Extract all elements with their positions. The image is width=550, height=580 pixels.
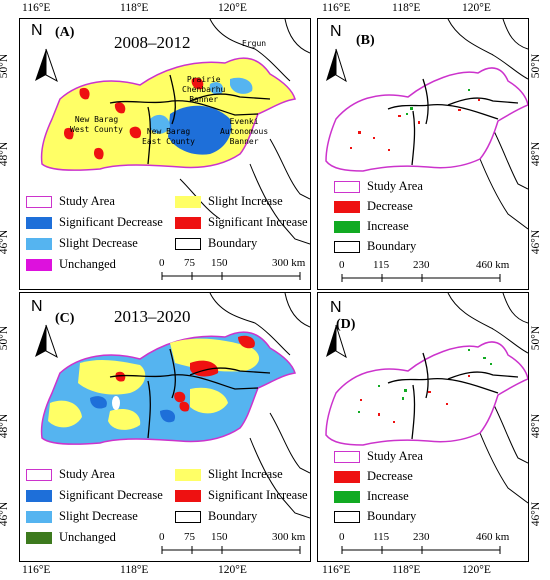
legend-increase-d: Increase <box>334 489 409 504</box>
scale-label-300-a: 300 km <box>272 257 306 269</box>
lat-tick-50-b: 50°N <box>530 53 543 79</box>
lat-tick-48-c: 48°N <box>0 413 11 439</box>
scale-label-230-b: 230 <box>413 259 430 271</box>
panel-a: N (A) 2008–2012 Ergun Prairie Chenbarhu … <box>19 18 311 290</box>
panel-c: N (C) 2013–2020 Study Area Slight Increa… <box>19 292 311 562</box>
legend-unchanged-a: Unchanged <box>26 257 116 272</box>
scale-label-0-a: 0 <box>159 257 165 269</box>
scale-label-230-d: 230 <box>413 531 430 543</box>
legend-study-area-b: Study Area <box>334 179 423 194</box>
panel-label-b: (B) <box>356 33 375 48</box>
panel-label-a: (A) <box>55 25 75 40</box>
legend-sig-increase-c: Significant Increase <box>175 488 308 503</box>
lon-tick-120-bottom-c: 120°E <box>218 564 247 576</box>
legend-decrease-d: Decrease <box>334 469 413 484</box>
place-ergun-a: Ergun <box>242 39 267 48</box>
lon-tick-120-bottom-d: 120°E <box>462 564 491 576</box>
lon-tick-116-bottom-d: 116°E <box>322 564 351 576</box>
legend-increase-b: Increase <box>334 219 409 234</box>
lon-tick-120-top-a: 120°E <box>218 2 247 14</box>
panel-label-c: (C) <box>55 311 75 326</box>
legend-slight-decrease-c: Slight Decrease <box>26 509 138 524</box>
outer-boundary-a4 <box>249 163 310 245</box>
legend-sig-decrease-a: Significant Decrease <box>26 215 163 230</box>
place-new-barag-west-a: New Barag West County <box>70 115 123 134</box>
legend-sig-increase-a: Significant Increase <box>175 215 308 230</box>
lat-tick-48-a: 48°N <box>0 141 11 167</box>
lat-tick-46-a: 46°N <box>0 229 11 255</box>
lat-tick-46-c: 46°N <box>0 501 11 527</box>
outer-boundary-a3 <box>269 138 310 200</box>
outer-boundary-a2 <box>284 19 310 54</box>
north-letter-b: N <box>330 23 342 40</box>
inner-boundary-a2 <box>109 100 259 116</box>
scale-bar-c <box>161 546 301 554</box>
scale-label-150-c: 150 <box>211 531 228 543</box>
lat-tick-50-c: 50°N <box>0 325 11 351</box>
scale-label-0-d: 0 <box>339 531 345 543</box>
place-evenki-a: Evenki Autonomous Banner <box>220 117 269 146</box>
place-new-barag-east-a: New Barag East County <box>142 127 195 146</box>
scale-label-115-b: 115 <box>373 259 390 271</box>
lon-tick-116-top-b: 116°E <box>322 2 351 14</box>
period-title-a: 2008–2012 <box>114 33 191 52</box>
lat-tick-48-b: 48°N <box>530 141 543 167</box>
north-letter-d: N <box>330 299 342 316</box>
map-c-svg <box>35 293 310 519</box>
lon-tick-116-bottom-c: 116°E <box>22 564 51 576</box>
lat-tick-46-d: 46°N <box>530 501 543 527</box>
panel-b: N (B) Study Area Decrease Increase Bound… <box>317 18 529 290</box>
lat-tick-50-a: 50°N <box>0 53 11 79</box>
lat-tick-48-d: 48°N <box>530 413 543 439</box>
lat-tick-50-d: 50°N <box>530 325 543 351</box>
legend-boundary-b: Boundary <box>334 239 416 254</box>
legend-slight-increase-c: Slight Increase <box>175 467 283 482</box>
panel-d: N (D) Study Area Decrease Increase Bound… <box>317 292 529 562</box>
scale-label-115-d: 115 <box>373 531 390 543</box>
scale-label-75-c: 75 <box>184 531 195 543</box>
panel-label-d: (D) <box>336 317 356 332</box>
legend-study-area-c: Study Area <box>26 467 115 482</box>
north-letter-c: N <box>31 298 43 315</box>
scale-label-75-a: 75 <box>184 257 195 269</box>
place-chenbarhu-a: Prairie Chenbarhu Banner <box>182 75 226 104</box>
legend-boundary-c: Boundary <box>175 509 257 524</box>
legend-study-area-d: Study Area <box>334 449 423 464</box>
period-title-c: 2013–2020 <box>114 307 191 326</box>
scale-label-460-b: 460 km <box>476 259 510 271</box>
inner-boundary-a3 <box>147 106 151 165</box>
scale-bar-b <box>341 274 501 282</box>
map-d-svg <box>325 293 528 504</box>
lat-tick-46-b: 46°N <box>530 229 543 255</box>
inner-boundary-a4 <box>189 93 271 102</box>
scale-label-300-c: 300 km <box>272 531 306 543</box>
legend-sig-decrease-c: Significant Decrease <box>26 488 163 503</box>
lon-tick-118-top-b: 118°E <box>392 2 421 14</box>
lon-tick-116-top-a: 116°E <box>22 2 51 14</box>
scale-bar-a <box>161 272 301 280</box>
lon-tick-118-top-a: 118°E <box>120 2 149 14</box>
scale-label-0-b: 0 <box>339 259 345 271</box>
map-b-svg <box>325 19 528 230</box>
lon-tick-118-bottom-d: 118°E <box>392 564 421 576</box>
scale-label-150-a: 150 <box>211 257 228 269</box>
north-arrow-a <box>35 48 58 83</box>
map-a-svg <box>35 19 310 245</box>
legend-slight-decrease-a: Slight Decrease <box>26 236 138 251</box>
legend-boundary-a: Boundary <box>175 236 257 251</box>
legend-slight-increase-a: Slight Increase <box>175 194 283 209</box>
lon-tick-120-top-b: 120°E <box>462 2 491 14</box>
scale-bar-d <box>341 546 501 554</box>
scale-label-0-c: 0 <box>159 531 165 543</box>
scale-label-460-d: 460 km <box>476 531 510 543</box>
legend-unchanged-c: Unchanged <box>26 530 116 545</box>
legend-boundary-d: Boundary <box>334 509 416 524</box>
north-letter-a: N <box>31 22 43 39</box>
legend-study-area-a: Study Area <box>26 194 115 209</box>
legend-decrease-b: Decrease <box>334 199 413 214</box>
lon-tick-118-bottom-c: 118°E <box>120 564 149 576</box>
outer-boundary-a1 <box>209 19 291 82</box>
sig-decrease-a <box>168 105 232 155</box>
